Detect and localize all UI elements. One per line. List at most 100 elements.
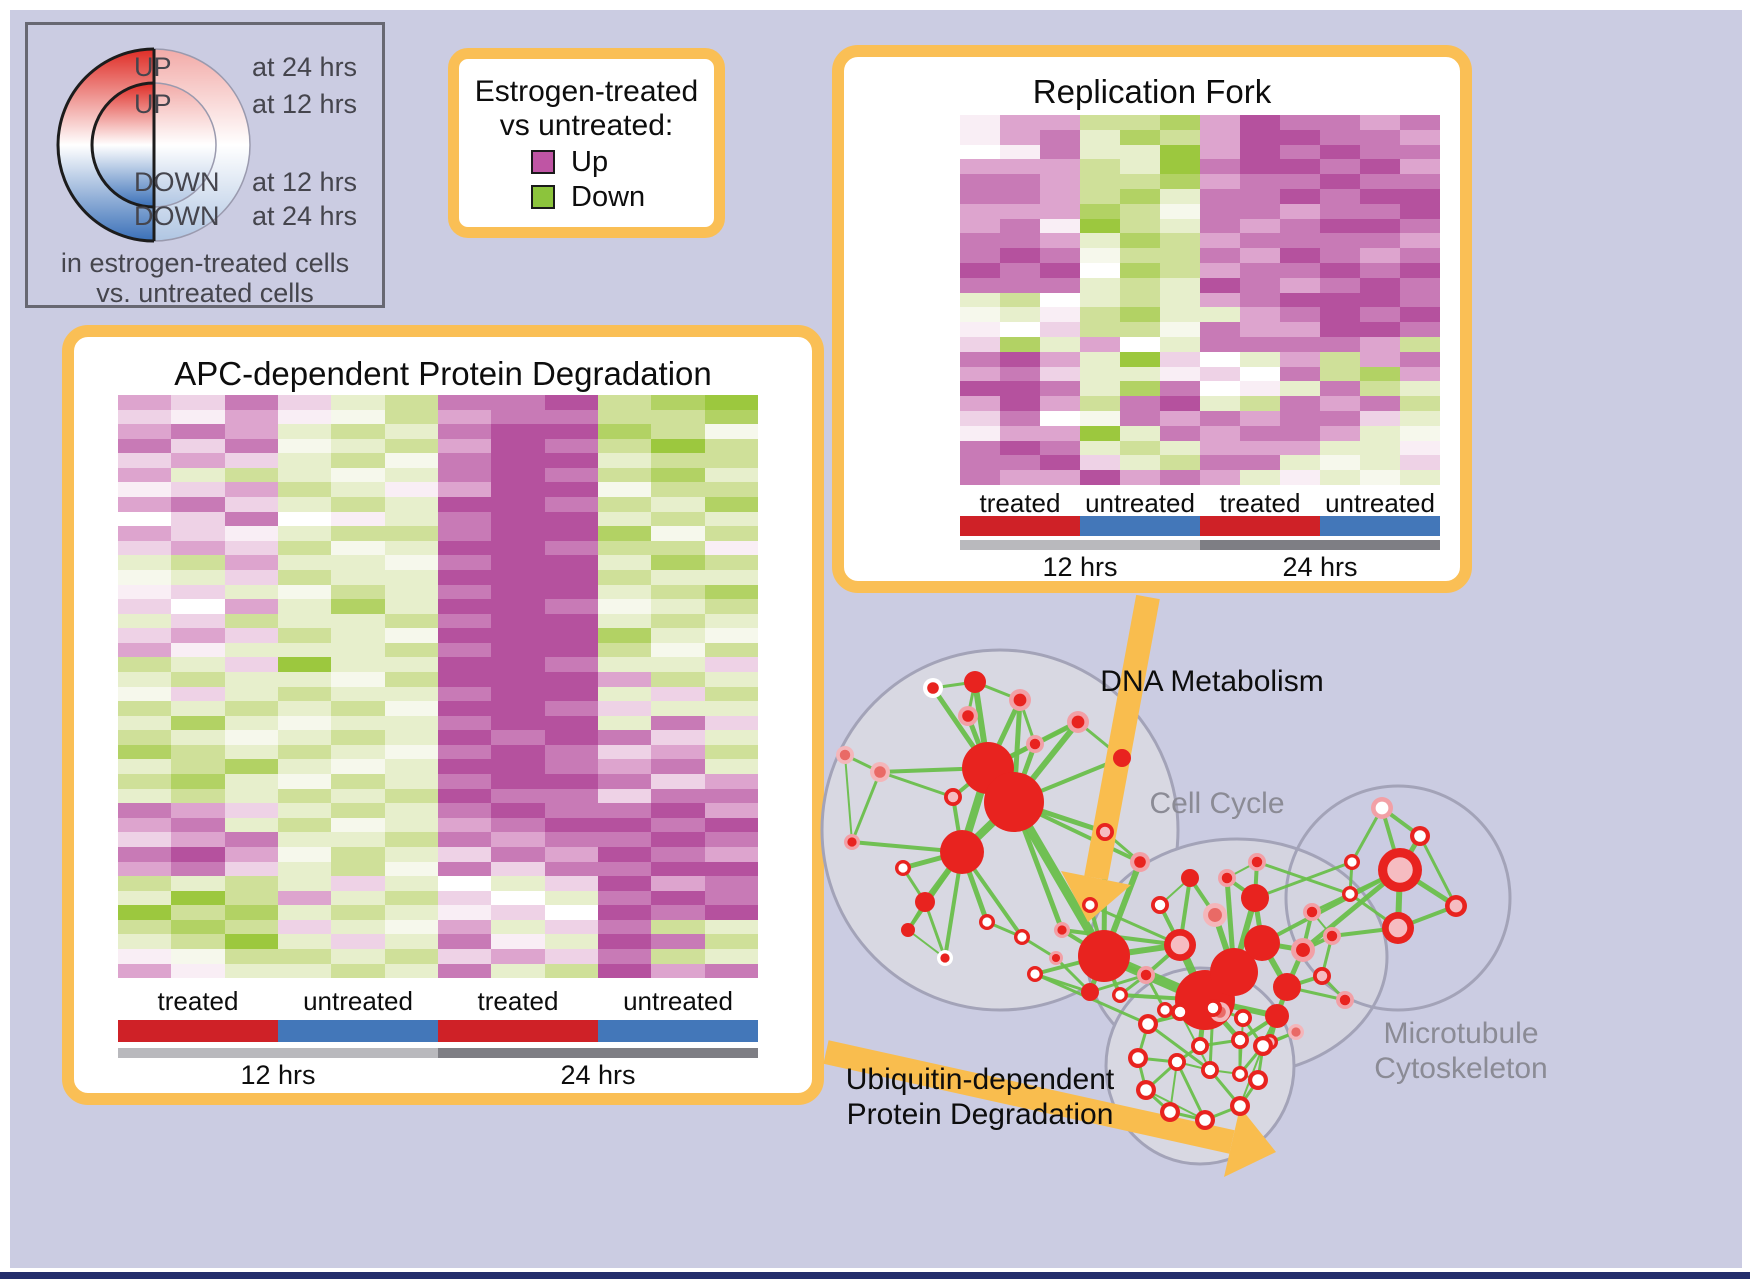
heatmap-cell: [1160, 129, 1200, 145]
heatmap-cell: [1040, 366, 1080, 382]
heatmap-cell: [118, 671, 172, 687]
heatmap-cell: [1360, 248, 1400, 263]
heatmap-cell: [1120, 351, 1160, 367]
heatmap-cell: [277, 832, 332, 847]
heatmap-cell: [1360, 307, 1400, 323]
heatmap-cell: [1400, 188, 1440, 204]
heatmap-cell: [1080, 203, 1120, 219]
heatmap-cell: [118, 453, 172, 468]
treated-bar: [960, 516, 1080, 536]
heatmap-cell: [651, 686, 705, 702]
heatmap-cell: [544, 948, 598, 964]
heatmap-cell: [118, 919, 172, 935]
heatmap-cell: [171, 511, 225, 527]
heatmap-cell: [651, 395, 705, 410]
heatmap-cell: [491, 497, 545, 512]
heatmap-cell: [1040, 174, 1080, 189]
heatmap-cell: [1040, 425, 1080, 441]
heatmap-cell: [277, 759, 332, 775]
heatmap-cell: [437, 642, 492, 658]
heatmap-cell: [1160, 115, 1200, 130]
heatmap-cell: [544, 569, 598, 585]
heatmap-cell: [118, 599, 172, 614]
heatmap-cell: [1120, 115, 1160, 130]
heatmap-cell: [544, 846, 598, 862]
heatmap-cell: [118, 934, 172, 949]
heatmap-cell: [437, 511, 492, 527]
heatmap-cell: [1040, 233, 1080, 249]
heatmap-cell: [384, 511, 438, 527]
heatmap-cell: [704, 701, 758, 716]
heatmap-cell: [597, 846, 652, 862]
estrogen-legend-title-line1: Estrogen-treated: [474, 75, 699, 108]
heatmap-cell: [384, 730, 438, 745]
heatmap-cell: [171, 803, 225, 818]
heatmap-cell: [1000, 188, 1040, 204]
heatmap-cell: [1400, 203, 1440, 219]
heatmap-cell: [331, 832, 385, 847]
heatmap-cell: [1120, 440, 1160, 456]
heatmap-cell: [331, 905, 385, 920]
heatmap-cell: [118, 584, 172, 600]
heatmap-cell: [384, 803, 438, 818]
heatmap-cell: [1160, 351, 1200, 367]
heatmap-cell: [1400, 440, 1440, 456]
heatmap-cell: [1120, 410, 1160, 426]
heatmap-cell: [1160, 396, 1200, 411]
heatmap-cell: [224, 438, 278, 454]
label-24hrs: 24 hrs: [560, 1060, 636, 1090]
heatmap-cell: [277, 555, 332, 570]
heatmap-cell: [1320, 425, 1360, 441]
heatmap-cell: [118, 540, 172, 556]
heatmap-cell: [491, 395, 545, 410]
heatmap-cell: [1360, 470, 1400, 485]
heatmap-cell: [277, 948, 332, 964]
heatmap-cell: [1360, 203, 1400, 219]
heatmap-cell: [1160, 159, 1200, 175]
heatmap-cell: [544, 890, 598, 906]
heatmap-row: [118, 438, 758, 454]
heatmap-cell: [1360, 159, 1400, 175]
rf-time-bars: [960, 540, 1440, 550]
heatmap-cell: [437, 482, 492, 498]
legend-direction: UP: [134, 89, 172, 119]
heatmap-cell: [118, 497, 172, 512]
bar-24hrs: [1200, 540, 1440, 550]
heatmap-cell: [1320, 292, 1360, 308]
heatmap-cell: [384, 876, 438, 891]
heatmap-cell: [1360, 425, 1400, 441]
heatmap-cell: [277, 846, 332, 862]
heatmap-cell: [277, 671, 332, 687]
heatmap-cell: [960, 188, 1000, 204]
heatmap-cell: [1320, 115, 1360, 130]
heatmap-cell: [491, 759, 545, 775]
heatmap-cell: [277, 438, 332, 454]
heatmap-cell: [704, 846, 758, 862]
heatmap-cell: [1160, 292, 1200, 308]
heatmap-cell: [171, 686, 225, 702]
heatmap-cell: [118, 482, 172, 498]
legend-item-label: Up: [571, 145, 609, 178]
heatmap-cell: [1120, 174, 1160, 189]
heatmap-cell: [1000, 410, 1040, 426]
heatmap-cell: [1280, 470, 1320, 485]
heatmap-cell: [1120, 233, 1160, 249]
heatmap-cell: [491, 438, 545, 454]
heatmap-cell: [171, 409, 225, 425]
heatmap-cell: [1040, 322, 1080, 337]
heatmap-cell: [491, 963, 545, 979]
heatmap-cell: [1000, 144, 1040, 160]
heatmap-cell: [491, 846, 545, 862]
heatmap-cell: [704, 613, 758, 629]
treated-bar: [118, 1020, 278, 1042]
heatmap-cell: [597, 876, 652, 891]
heatmap-cell: [1160, 203, 1200, 219]
heatmap-cell: [651, 759, 705, 775]
heatmap-cell: [171, 555, 225, 570]
heatmap-cell: [704, 438, 758, 454]
heatmap-cell: [1320, 381, 1360, 397]
heatmap-cell: [118, 395, 172, 410]
heatmap-cell: [544, 803, 598, 818]
heatmap-cell: [597, 774, 652, 789]
heatmap-cell: [651, 890, 705, 906]
